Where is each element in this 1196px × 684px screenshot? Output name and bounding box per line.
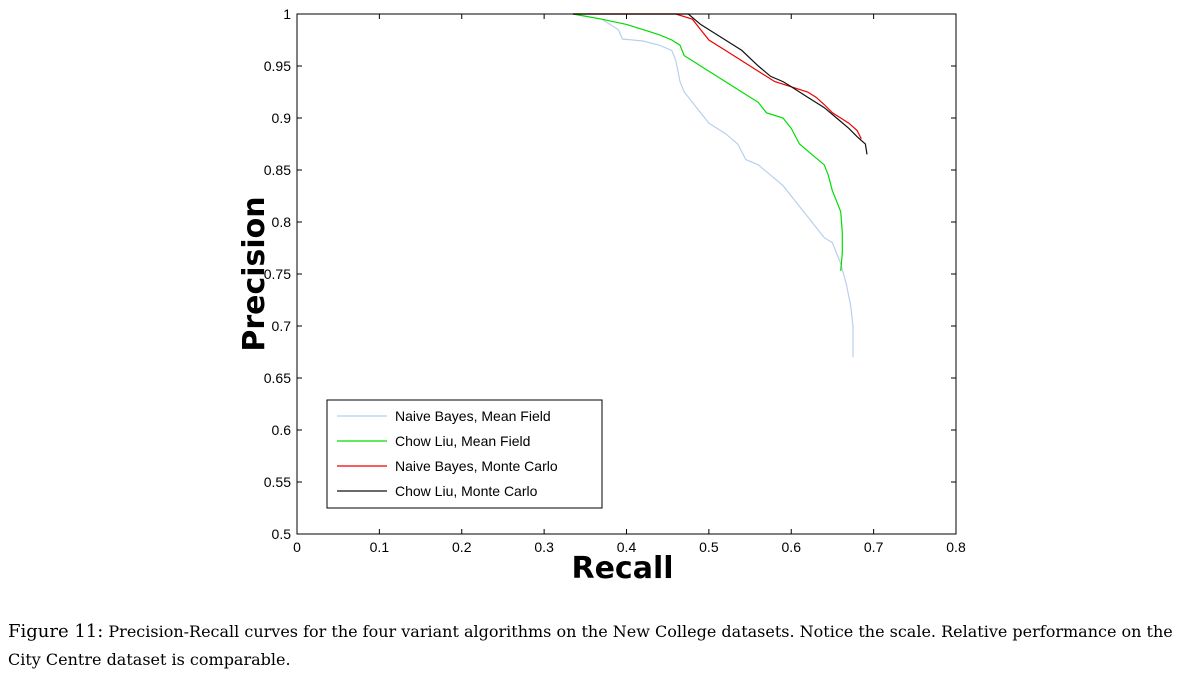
x-tick-label: 0.4 xyxy=(617,539,637,555)
series-lines xyxy=(572,13,868,358)
legend-label: Chow Liu, Monte Carlo xyxy=(395,483,538,499)
series-line-4 xyxy=(573,13,868,155)
y-tick-label: 0.85 xyxy=(264,162,291,178)
x-tick-label: 0 xyxy=(293,539,301,555)
x-tick-label: 0.6 xyxy=(782,539,802,555)
x-axis-title: Recall xyxy=(571,551,673,586)
series-line-3 xyxy=(573,13,862,140)
legend-label: Chow Liu, Mean Field xyxy=(395,433,530,449)
y-axis-title: Precision xyxy=(237,196,272,351)
legend-box xyxy=(326,399,603,509)
y-tick-label: 0.7 xyxy=(272,318,292,334)
y-tick-label: 0.65 xyxy=(264,370,291,386)
y-tick-label: 0.55 xyxy=(264,474,291,490)
y-tick-label: 0.95 xyxy=(264,58,291,74)
x-tick-label: 0.1 xyxy=(370,539,390,555)
legend: Naive Bayes, Mean Field Chow Liu, Mean Fi… xyxy=(326,399,603,509)
x-tick-label: 0.3 xyxy=(534,539,554,555)
tick-labels: 0 0.1 0.2 0.3 0.4 0.5 0.6 0.7 0.8 0.5 0.55 0.6 0.65 0… xyxy=(264,6,966,555)
x-tick-label: 0.5 xyxy=(699,539,719,555)
figure-caption-text: Precision-Recall curves for the four var… xyxy=(8,622,1173,669)
series-line-2 xyxy=(572,13,843,271)
axes xyxy=(296,13,957,535)
y-tick-label: 0.6 xyxy=(272,422,292,438)
x-tick-label: 0.7 xyxy=(864,539,884,555)
figure-caption: Figure 11: Precision-Recall curves for t… xyxy=(8,618,1193,674)
legend-label: Naive Bayes, Mean Field xyxy=(395,408,551,424)
y-tick-label: 0.75 xyxy=(264,266,291,282)
y-tick-label: 1 xyxy=(283,6,291,22)
y-tick-label: 0.8 xyxy=(272,214,292,230)
precision-recall-chart: 0 0.1 0.2 0.3 0.4 0.5 0.6 0.7 0.8 0.5 0.55 0.6 0.65 0… xyxy=(237,6,966,586)
y-tick-label: 0.9 xyxy=(272,110,292,126)
y-tick-label: 0.5 xyxy=(272,526,292,542)
series-line-1 xyxy=(572,13,854,358)
x-tick-label: 0.8 xyxy=(946,539,966,555)
figure-label: Figure 11: xyxy=(8,621,104,642)
x-tick-label: 0.2 xyxy=(452,539,472,555)
legend-label: Naive Bayes, Monte Carlo xyxy=(395,458,558,474)
